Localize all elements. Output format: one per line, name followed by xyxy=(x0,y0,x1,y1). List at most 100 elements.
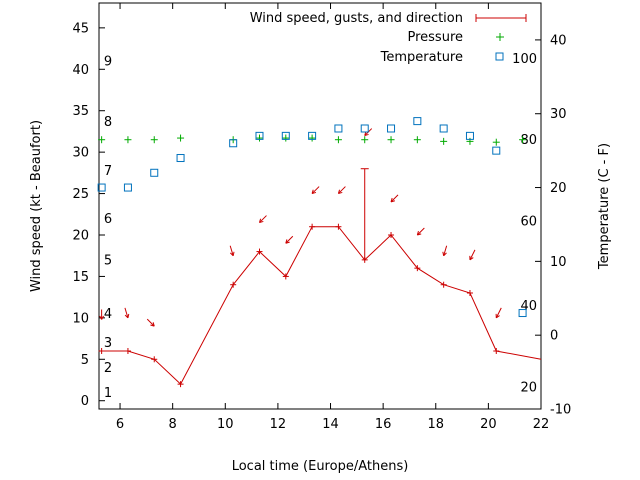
arrow-head xyxy=(152,322,155,327)
y-tick-label: 40 xyxy=(72,63,89,78)
temperature-point xyxy=(387,124,396,133)
wind-speed-point xyxy=(282,273,289,280)
legend-label-temperature: Temperature xyxy=(380,50,463,65)
legend-swatch-temperature xyxy=(495,52,504,61)
y-tick-label: 15 xyxy=(72,270,89,285)
pressure-point xyxy=(98,136,106,144)
arrow-head xyxy=(364,133,369,137)
legend-label-wind: Wind speed, gusts, and direction xyxy=(250,11,463,26)
arrow-head xyxy=(311,191,317,195)
pressure-point xyxy=(124,136,132,144)
beaufort-label: 3 xyxy=(104,336,112,351)
wind-speed-point xyxy=(98,348,105,354)
y-tick-label: 45 xyxy=(72,21,89,36)
plot-frame xyxy=(98,2,542,410)
arrow-head xyxy=(443,252,447,257)
x-tick-label: 12 xyxy=(270,417,287,432)
wind-speed-line xyxy=(101,226,542,385)
temperature-point xyxy=(255,131,264,140)
arrow-shaft xyxy=(390,194,399,203)
beaufort-label: 6 xyxy=(104,212,112,227)
arrow-head xyxy=(259,218,262,223)
arrow-shaft xyxy=(469,249,476,261)
x-tick-label: 14 xyxy=(322,417,339,432)
wind-direction-arrow xyxy=(495,307,502,319)
beaufort-label: 8 xyxy=(104,115,112,130)
x-axis-label: Local time (Europe/Athens) xyxy=(232,459,409,474)
arrow-head xyxy=(338,191,343,195)
temperature-point xyxy=(334,124,343,133)
beaufort-label: 4 xyxy=(104,307,112,322)
y-tick-label: 5 xyxy=(81,353,89,368)
arrow-head xyxy=(99,315,103,320)
arrow-shaft xyxy=(495,307,502,319)
fahrenheit-label: 60 xyxy=(520,214,537,229)
pressure-point xyxy=(387,136,395,144)
y2-tick-label: 10 xyxy=(550,255,567,270)
arrow-head xyxy=(259,220,264,224)
y-tick-label: 30 xyxy=(72,146,89,161)
temperature-point xyxy=(281,131,290,140)
x-tick-label: 10 xyxy=(217,417,234,432)
wind-speed-point xyxy=(388,232,395,238)
beaufort-label: 1 xyxy=(104,386,112,401)
wind-speed-point xyxy=(414,265,421,272)
pressure-point xyxy=(413,136,421,144)
arrow-head xyxy=(150,324,155,327)
temperature-point xyxy=(229,139,238,148)
x-tick-label: 20 xyxy=(480,417,497,432)
wind-direction-arrow xyxy=(229,245,235,257)
x-tick-label: 6 xyxy=(116,417,124,432)
arrow-shaft xyxy=(338,186,346,194)
y-axis-label: Wind speed (kt - Beaufort) xyxy=(29,120,44,292)
arrow-head xyxy=(285,241,290,244)
legend-label-pressure: Pressure xyxy=(407,30,463,45)
arrow-head xyxy=(390,200,396,203)
temperature-point xyxy=(123,183,132,192)
wind-direction-arrow xyxy=(285,235,294,244)
wind-direction-arrow xyxy=(442,245,448,257)
arrow-head xyxy=(127,313,130,318)
temperature-point xyxy=(518,309,527,318)
wind-direction-arrow xyxy=(146,318,155,327)
wind-speed-point xyxy=(466,290,473,296)
y-tick-label: 25 xyxy=(72,187,89,202)
arrow-shaft xyxy=(259,215,267,223)
pressure-point xyxy=(255,134,263,142)
arrow-shaft xyxy=(285,235,294,244)
arrow-head xyxy=(469,257,474,261)
wind-direction-arrow xyxy=(337,186,346,195)
arrow-head xyxy=(495,315,500,319)
wind-speed-point xyxy=(440,281,447,288)
temperature-point xyxy=(413,117,422,126)
pressure-point xyxy=(150,136,158,144)
wind-speed-point xyxy=(335,223,342,230)
tick-layer: 6 8 10 12 14 16 18 20 22051015202530354045-10010… xyxy=(72,3,571,432)
y2-tick-label: 0 xyxy=(550,329,558,344)
arrow-head xyxy=(124,314,129,319)
pressure-point xyxy=(282,134,290,142)
x-tick-label: 22 xyxy=(533,417,550,432)
y-tick-label: 20 xyxy=(72,229,89,244)
temperature-point xyxy=(439,124,448,133)
x-tick-label: 16 xyxy=(375,417,392,432)
y-tick-label: 10 xyxy=(72,311,89,326)
pressure-point xyxy=(308,134,316,142)
beaufort-label: 9 xyxy=(104,55,112,70)
pressure-point xyxy=(334,136,342,144)
x-tick-label: 8 xyxy=(169,417,177,432)
wind-speed-point xyxy=(177,381,184,388)
data-mark-layer xyxy=(97,117,542,388)
wind-direction-arrow xyxy=(390,194,399,203)
arrow-shaft xyxy=(146,318,155,327)
x-tick-label: 18 xyxy=(427,417,444,432)
arrow-head xyxy=(285,239,288,244)
legend: Wind speed, gusts, and direction Pressur… xyxy=(250,11,527,65)
temperature-point xyxy=(360,124,369,133)
pressure-point xyxy=(177,134,185,142)
pressure-point xyxy=(440,137,448,145)
legend-swatch-pressure xyxy=(496,33,504,41)
pressure-point xyxy=(519,136,527,144)
fahrenheit-label: 80 xyxy=(520,133,537,148)
